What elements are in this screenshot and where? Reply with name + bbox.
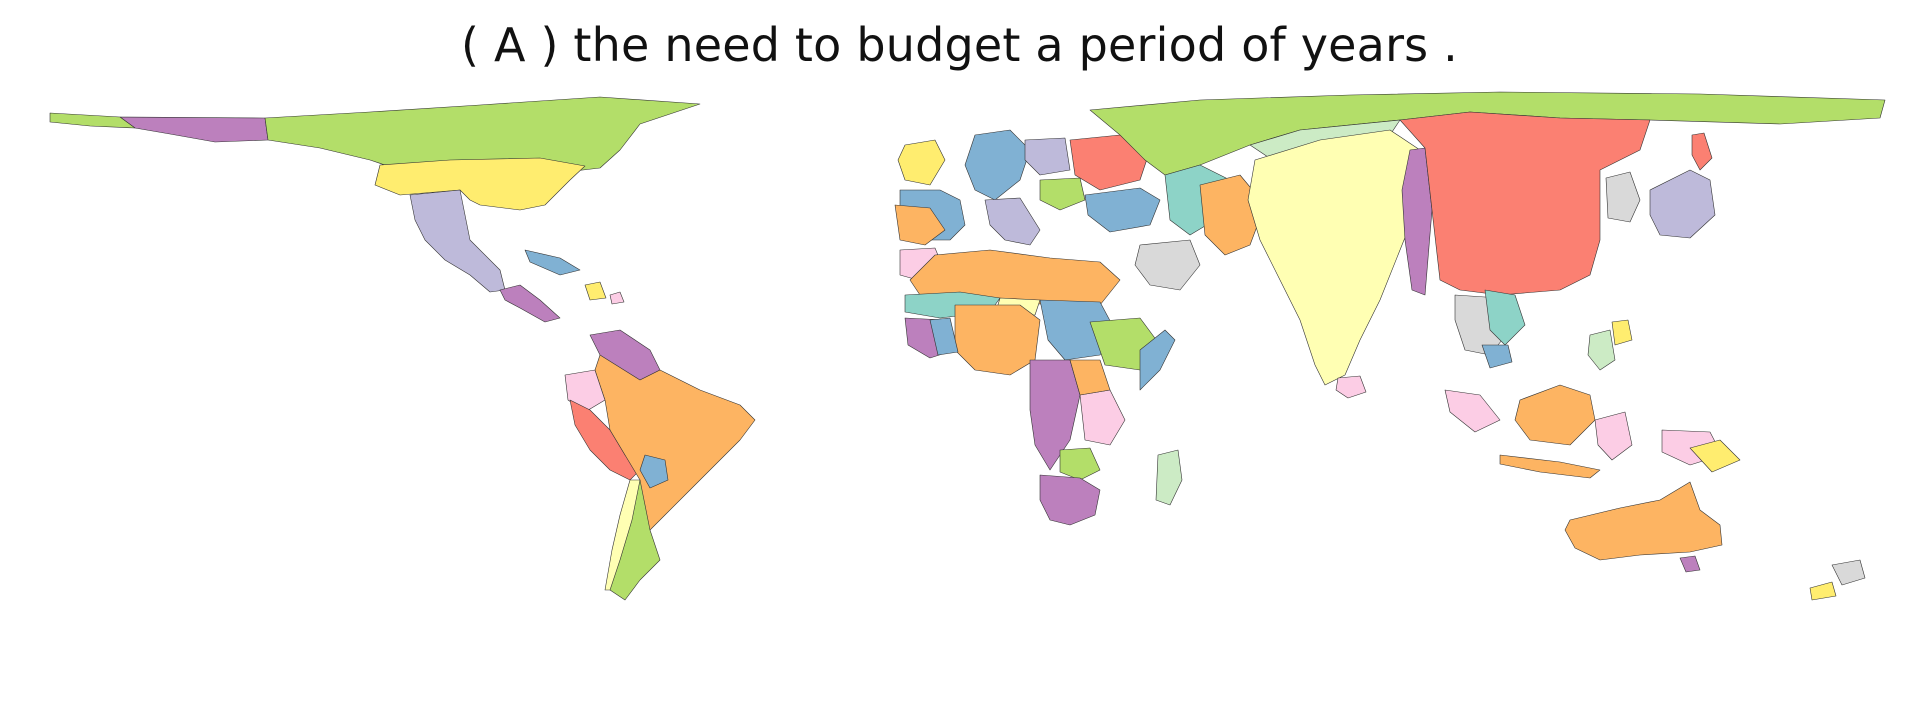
region-arctic-north [49, 112, 136, 129]
region-uk [897, 139, 946, 186]
region-argentina [609, 479, 661, 601]
region-vietnam [1484, 289, 1526, 346]
region-west-africa-mid [929, 317, 959, 356]
region-turkey [1084, 187, 1161, 233]
region-borneo [1514, 384, 1596, 446]
region-southern-africa [1039, 474, 1101, 526]
region-mexico [409, 189, 506, 293]
region-caribbean-island [584, 281, 607, 301]
region-europe-central [1024, 137, 1071, 176]
region-india [1247, 129, 1421, 386]
region-sulawesi [1594, 411, 1633, 461]
region-sri-lanka [1335, 375, 1367, 399]
region-sudan [1039, 299, 1116, 361]
region-tasmania [1679, 555, 1701, 573]
region-italy [984, 197, 1041, 246]
region-new-zealand-south [1809, 581, 1837, 601]
region-iberia [894, 204, 946, 246]
region-east-africa [1079, 389, 1126, 446]
region-caribbean [524, 249, 581, 276]
region-caribbean-islet [609, 291, 625, 305]
region-brazil [594, 354, 756, 531]
region-colombia [564, 369, 606, 413]
region-bolivia [639, 454, 669, 489]
region-balkans [1039, 177, 1086, 211]
region-peru [569, 399, 641, 481]
region-madagascar [1155, 449, 1183, 506]
region-philippines-north [1611, 319, 1633, 346]
region-philippines [1587, 329, 1616, 371]
region-west-africa [954, 304, 1041, 376]
region-indonesia [1444, 389, 1501, 433]
region-tanzania [1069, 359, 1111, 396]
region-japan-north [1691, 132, 1713, 171]
region-new-zealand [1831, 559, 1866, 586]
region-somalia [1139, 329, 1176, 391]
region-scandinavia [964, 129, 1031, 201]
region-japan [1649, 169, 1716, 239]
region-korea [1605, 171, 1641, 223]
region-alaska-west [119, 116, 269, 143]
region-zambia [1059, 447, 1101, 481]
region-china [1399, 111, 1651, 296]
region-middle-east [1134, 239, 1201, 291]
region-papua-east [1689, 439, 1741, 473]
region-cambodia [1481, 344, 1513, 369]
region-central-america [499, 284, 561, 323]
region-canada-arctic [264, 96, 701, 176]
map-title: ( A ) the need to budget a period of yea… [461, 18, 1458, 72]
region-usa [374, 157, 586, 211]
region-java [1499, 454, 1601, 479]
region-australia [1564, 481, 1723, 561]
